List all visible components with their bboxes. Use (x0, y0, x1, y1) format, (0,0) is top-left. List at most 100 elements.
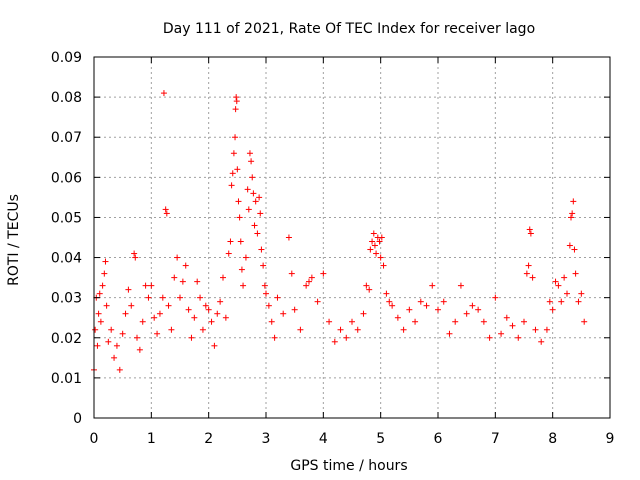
data-point (492, 294, 499, 301)
data-point (232, 134, 239, 141)
data-point (217, 298, 224, 305)
data-point (570, 198, 577, 205)
data-point (529, 274, 536, 281)
data-point (99, 282, 106, 289)
data-point (572, 270, 579, 277)
y-tick-label: 0.07 (51, 130, 82, 146)
data-point (417, 298, 424, 305)
data-point (568, 214, 575, 221)
data-point (498, 330, 505, 337)
data-point (246, 150, 253, 157)
data-point (288, 270, 295, 277)
data-point (165, 302, 172, 309)
data-point (122, 310, 129, 317)
x-tick-label: 2 (204, 431, 213, 447)
data-point (177, 294, 183, 301)
y-axis-label: ROTI / TECUs (6, 194, 22, 286)
data-point (111, 354, 118, 361)
data-point (128, 302, 135, 309)
data-point (257, 210, 264, 217)
data-point (337, 326, 344, 333)
data-point (564, 290, 570, 297)
data-point (538, 338, 545, 345)
data-point (503, 314, 510, 321)
data-point (268, 318, 275, 325)
data-point (197, 294, 204, 301)
data-point (566, 242, 573, 249)
data-point (555, 282, 562, 289)
data-point (244, 186, 251, 193)
x-tick-label: 4 (319, 431, 328, 447)
data-point (211, 342, 218, 349)
data-point (549, 306, 556, 313)
data-point (233, 98, 240, 105)
data-point (525, 262, 532, 269)
data-point (263, 290, 269, 297)
data-point (256, 194, 263, 201)
data-point (320, 270, 327, 277)
data-point (423, 302, 430, 309)
data-point (94, 342, 101, 349)
data-point (134, 334, 140, 341)
data-point (154, 330, 161, 337)
data-point (406, 306, 413, 313)
data-point (314, 298, 321, 305)
data-point (383, 290, 390, 297)
data-point (103, 302, 110, 309)
data-point (435, 306, 441, 313)
data-point (429, 282, 436, 289)
data-point (205, 306, 212, 313)
data-point (191, 314, 198, 321)
y-tick-label: 0.08 (51, 90, 82, 106)
data-point (546, 298, 553, 305)
data-point (136, 346, 143, 353)
data-point (515, 334, 522, 341)
data-point (523, 270, 530, 277)
data-point (119, 330, 126, 337)
data-point (245, 206, 252, 213)
data-point (527, 230, 534, 237)
data-point (160, 90, 167, 97)
data-point (575, 298, 582, 305)
data-point (303, 282, 310, 289)
data-point (349, 318, 355, 325)
data-point (208, 318, 215, 325)
data-point (297, 326, 304, 333)
data-point (581, 318, 588, 325)
data-point (199, 326, 206, 333)
axis-ticks (93, 56, 611, 419)
data-point (228, 182, 235, 189)
data-point (521, 318, 527, 325)
data-point (326, 318, 333, 325)
x-tick-label: 6 (434, 431, 443, 447)
data-point (386, 298, 393, 305)
data-point (238, 266, 245, 273)
y-tick-label: 0.04 (51, 251, 82, 267)
data-point (440, 298, 447, 305)
data-point (108, 326, 115, 333)
y-tick-label: 0 (73, 411, 82, 427)
data-point (202, 302, 209, 309)
data-point (105, 338, 112, 345)
data-point (475, 306, 482, 313)
plot-frame (93, 56, 611, 419)
data-point (371, 242, 378, 249)
data-point (291, 306, 298, 313)
data-point (480, 318, 487, 325)
data-point (469, 302, 476, 309)
data-point (509, 322, 516, 329)
data-point (412, 318, 419, 325)
data-point (354, 326, 361, 333)
data-point (234, 166, 241, 173)
x-axis-label: GPS time / hours (290, 458, 407, 474)
data-point (377, 254, 384, 261)
y-tick-label: 0.03 (51, 291, 82, 307)
data-point (526, 226, 533, 233)
data-point (274, 294, 281, 301)
data-point (235, 198, 242, 205)
data-point (578, 290, 585, 297)
data-point (220, 274, 226, 281)
data-point (214, 310, 221, 317)
x-tick-labels: 0 1 2 3 4 5 6 7 8 9 (90, 431, 615, 447)
